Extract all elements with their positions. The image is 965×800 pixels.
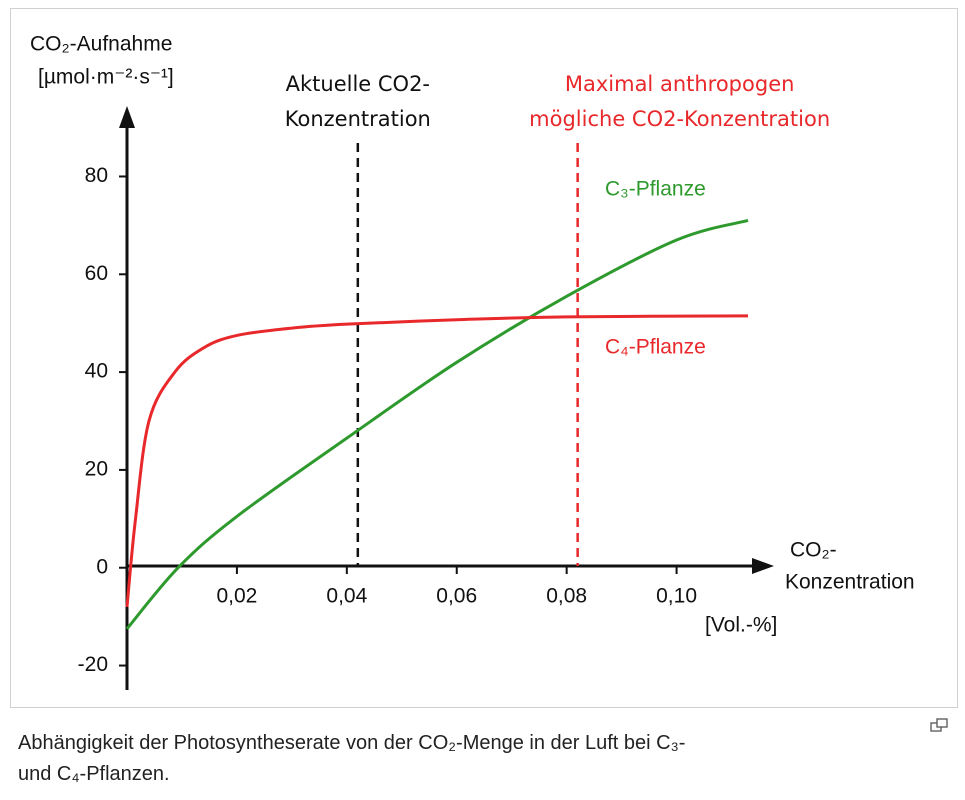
enlarge-icon[interactable]	[930, 718, 950, 734]
reference-label: mögliche CO2-Konzentration	[529, 107, 830, 131]
chart: CO₂-Aufnahme [µmol·m⁻²·s⁻¹] CO₂- Konzent…	[30, 33, 915, 690]
series-label: C₃-Pflanze	[605, 178, 706, 201]
x-axis-arrow	[752, 558, 774, 574]
figure-frame	[10, 8, 958, 708]
x-tick-label: 0,08	[546, 585, 587, 608]
reference-label: Maximal anthropogen	[565, 72, 795, 96]
y-tick-label: 20	[85, 457, 108, 480]
caption: Abhängigkeit der Photosyntheserate von d…	[18, 732, 686, 785]
x-axis-label: CO₂-	[790, 539, 837, 562]
x-tick-label: 0,02	[216, 585, 257, 608]
y-tick-label: 60	[85, 262, 108, 285]
x-axis-unit: [Vol.-%]	[705, 614, 777, 637]
series-label: C₄-Pflanze	[605, 336, 706, 359]
x-tick-label: 0,06	[436, 585, 477, 608]
series-line	[125, 314, 749, 608]
x-tick-label: 0,10	[656, 585, 697, 608]
series-line	[125, 219, 749, 630]
y-axis-arrow	[119, 106, 135, 128]
y-axis-unit: [µmol·m⁻²·s⁻¹]	[38, 66, 174, 89]
x-axis-label: Konzentration	[785, 571, 915, 594]
x-tick-label: 0,04	[326, 585, 367, 608]
y-axis-label: CO₂-Aufnahme	[30, 33, 172, 56]
reference-label: Konzentration	[285, 107, 431, 131]
y-tick-label: 80	[85, 164, 108, 187]
y-tick-label: 40	[85, 360, 108, 383]
reference-label: Aktuelle CO2-	[286, 72, 430, 96]
y-tick-label: 0	[96, 555, 108, 578]
y-tick-label: -20	[78, 653, 108, 676]
